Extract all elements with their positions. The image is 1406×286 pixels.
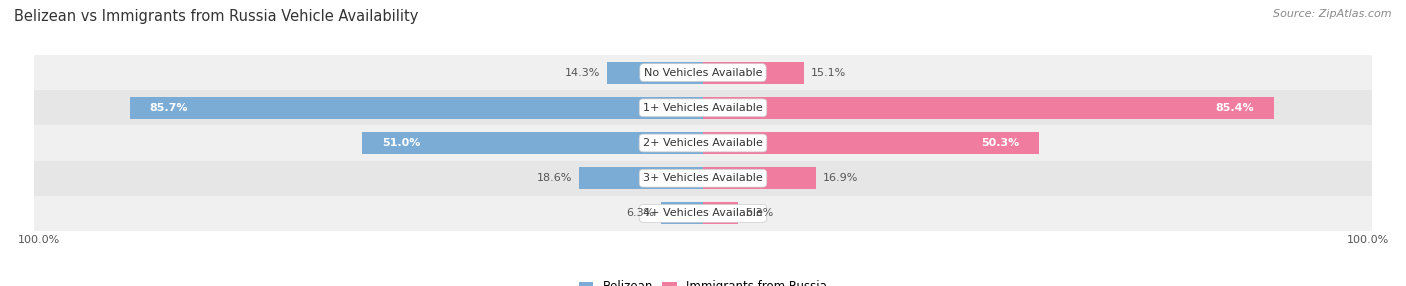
Text: 100.0%: 100.0% — [17, 235, 59, 245]
Text: 85.7%: 85.7% — [150, 103, 188, 113]
Text: 14.3%: 14.3% — [565, 67, 600, 78]
Bar — [703, 202, 738, 224]
Text: 6.3%: 6.3% — [626, 208, 654, 219]
Text: 2+ Vehicles Available: 2+ Vehicles Available — [643, 138, 763, 148]
Text: 50.3%: 50.3% — [981, 138, 1019, 148]
Bar — [661, 202, 703, 224]
Bar — [34, 161, 1372, 196]
Legend: Belizean, Immigrants from Russia: Belizean, Immigrants from Russia — [574, 276, 832, 286]
Bar — [607, 62, 703, 84]
Text: Source: ZipAtlas.com: Source: ZipAtlas.com — [1274, 9, 1392, 19]
Bar — [579, 167, 703, 189]
Text: 100.0%: 100.0% — [1347, 235, 1389, 245]
Bar — [361, 132, 703, 154]
Text: 5.3%: 5.3% — [745, 208, 773, 219]
Text: Belizean vs Immigrants from Russia Vehicle Availability: Belizean vs Immigrants from Russia Vehic… — [14, 9, 419, 23]
Bar — [703, 132, 1039, 154]
Text: 18.6%: 18.6% — [537, 173, 572, 183]
Bar — [34, 55, 1372, 90]
Bar — [34, 125, 1372, 161]
Text: 3+ Vehicles Available: 3+ Vehicles Available — [643, 173, 763, 183]
Text: 15.1%: 15.1% — [811, 67, 846, 78]
Text: 16.9%: 16.9% — [823, 173, 858, 183]
Text: 85.4%: 85.4% — [1216, 103, 1254, 113]
Bar — [703, 97, 1274, 119]
Bar — [703, 62, 804, 84]
Text: 1+ Vehicles Available: 1+ Vehicles Available — [643, 103, 763, 113]
Bar — [129, 97, 703, 119]
Bar — [34, 90, 1372, 125]
Text: No Vehicles Available: No Vehicles Available — [644, 67, 762, 78]
Bar — [703, 167, 815, 189]
Text: 51.0%: 51.0% — [382, 138, 420, 148]
Bar — [34, 196, 1372, 231]
Text: 4+ Vehicles Available: 4+ Vehicles Available — [643, 208, 763, 219]
